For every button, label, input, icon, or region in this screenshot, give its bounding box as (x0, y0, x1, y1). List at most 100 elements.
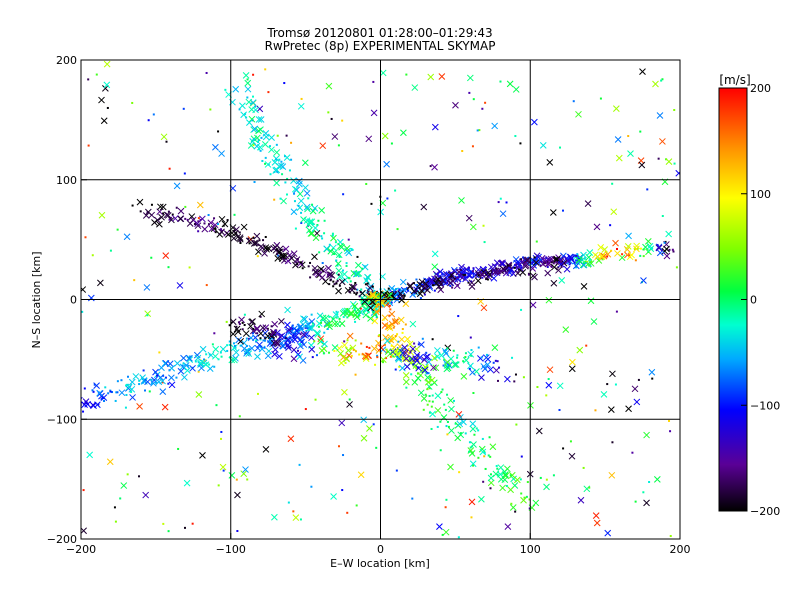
echo-cross (360, 416, 368, 424)
echo-dot (111, 391, 114, 394)
echo-cross (352, 270, 360, 278)
echo-dot (417, 343, 420, 346)
echo-dot (338, 317, 341, 320)
echo-cross (612, 105, 620, 112)
echo-cross (284, 342, 292, 349)
echo-dot (395, 288, 398, 291)
echo-cross (243, 347, 251, 355)
echo-dot (293, 192, 296, 195)
echo-dot (277, 254, 280, 257)
echo-dot (396, 333, 399, 336)
echo-dot (238, 415, 241, 418)
echo-dot (569, 440, 572, 443)
echo-cross (490, 274, 498, 282)
echo-dot (454, 422, 457, 425)
echo-cross (186, 354, 193, 362)
echo-dot (335, 282, 338, 285)
echo-dot (213, 365, 216, 368)
echo-cross (381, 132, 389, 140)
echo-dot (410, 373, 413, 376)
echo-cross (275, 162, 283, 170)
echo-dot (588, 486, 591, 489)
echo-dot (415, 290, 418, 293)
echo-dot (385, 357, 388, 360)
echo-dot (264, 68, 267, 71)
echo-cross (341, 270, 348, 278)
echo-dot (472, 464, 475, 467)
echo-dot (320, 235, 323, 238)
echo-cross (625, 232, 632, 240)
echo-cross (377, 344, 385, 352)
echo-dot (477, 274, 480, 277)
echo-cross (302, 330, 310, 338)
echo-cross (640, 277, 647, 284)
echo-dot (220, 355, 223, 358)
echo-cross (262, 446, 270, 453)
echo-dot (139, 210, 142, 213)
echo-cross (432, 364, 440, 372)
echo-cross (341, 341, 348, 349)
echo-dot (390, 344, 393, 347)
echo-dot (283, 248, 286, 251)
echo-dot (207, 214, 210, 217)
echo-cross (179, 363, 187, 371)
echo-dot (496, 379, 499, 382)
echo-dot (264, 162, 267, 165)
echo-dot (388, 314, 391, 317)
echo-cross (308, 218, 316, 226)
echo-cross (247, 142, 255, 149)
echo-cross (228, 471, 236, 479)
echo-dot (309, 276, 312, 279)
echo-cross (487, 474, 495, 482)
echo-dot (582, 466, 585, 469)
echo-cross (317, 335, 325, 343)
echo-dot (268, 145, 271, 148)
echo-cross (183, 479, 191, 487)
echo-dot (661, 78, 664, 81)
echo-dot (360, 288, 363, 291)
echo-dot (130, 390, 133, 393)
echo-dot (356, 291, 359, 294)
echo-dot (336, 279, 339, 282)
echo-cross (142, 212, 150, 219)
echo-cross (462, 266, 470, 273)
echo-cross (278, 252, 286, 260)
echo-cross (274, 340, 282, 348)
echo-dot (246, 78, 249, 81)
echo-dot (235, 325, 238, 328)
echo-dot (415, 366, 418, 369)
echo-dot (489, 455, 492, 458)
colorbar-tick-label: 100 (750, 188, 771, 201)
echo-dot (492, 361, 495, 364)
echo-dot (377, 335, 380, 338)
echo-dot (452, 399, 455, 402)
echo-cross (593, 223, 601, 231)
echo-dot (434, 278, 437, 281)
echo-cross (338, 359, 345, 367)
echo-dot (520, 455, 523, 458)
echo-cross (230, 234, 238, 242)
echo-dot (226, 349, 229, 352)
echo-dot (480, 356, 483, 359)
echo-cross (98, 211, 106, 219)
echo-dot (320, 321, 323, 324)
echo-dot (464, 432, 467, 435)
echo-cross (308, 229, 316, 237)
echo-dot (401, 328, 404, 331)
echo-dot (473, 433, 476, 436)
echo-dot (228, 340, 231, 343)
echo-dot (458, 471, 461, 474)
echo-cross (177, 215, 184, 223)
echo-cross (96, 389, 103, 397)
echo-dot (422, 289, 425, 292)
echo-cross (520, 496, 527, 504)
echo-dot (445, 498, 448, 501)
echo-dot (276, 252, 279, 255)
echo-dot (574, 259, 577, 262)
echo-cross (434, 392, 442, 400)
echo-dot (506, 264, 509, 267)
echo-dot (216, 223, 219, 226)
echo-dot (444, 348, 447, 351)
echo-dot (162, 374, 165, 377)
echo-dot (370, 202, 373, 205)
